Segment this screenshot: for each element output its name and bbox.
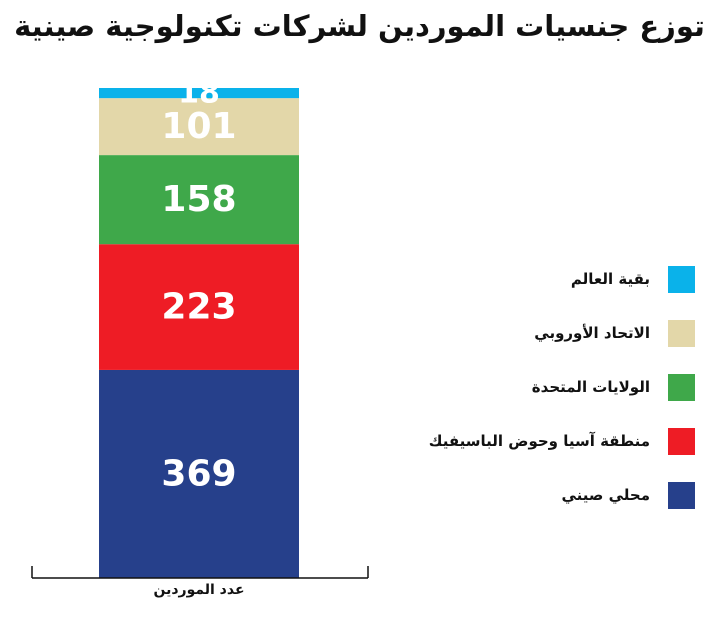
bar-segments bbox=[99, 88, 299, 578]
legend-swatch bbox=[668, 482, 695, 509]
legend-label: منطقة آسيا وحوض الباسيفيك bbox=[428, 432, 650, 450]
legend-label: بقية العالم bbox=[570, 270, 650, 288]
legend-swatch bbox=[668, 374, 695, 401]
data-label: 101 bbox=[161, 106, 236, 147]
data-label: 158 bbox=[161, 179, 236, 220]
x-axis bbox=[31, 566, 369, 579]
legend-item: محلي صيني bbox=[400, 482, 695, 536]
chart-title: توزع جنسيات الموردين لشركات تكنولوجية صي… bbox=[14, 9, 705, 43]
legend-label: محلي صيني bbox=[561, 486, 650, 504]
legend-label: الاتحاد الأوروبي bbox=[534, 324, 650, 342]
legend: بقية العالم الاتحاد الأوروبي الولايات ال… bbox=[400, 266, 695, 536]
bar-segment bbox=[99, 369, 299, 578]
legend-item: منطقة آسيا وحوض الباسيفيك bbox=[400, 428, 695, 482]
legend-item: بقية العالم bbox=[400, 266, 695, 320]
x-axis-label: عدد الموردين bbox=[153, 582, 245, 598]
bar-segment bbox=[99, 244, 299, 370]
data-label: 369 bbox=[161, 453, 236, 494]
bar-segment bbox=[99, 88, 299, 99]
data-label: 18 bbox=[178, 76, 220, 111]
legend-swatch bbox=[668, 428, 695, 455]
data-label: 223 bbox=[161, 287, 236, 328]
legend-swatch bbox=[668, 266, 695, 293]
legend-item: الولايات المتحدة bbox=[400, 374, 695, 428]
legend-item: الاتحاد الأوروبي bbox=[400, 320, 695, 374]
bar-segment bbox=[99, 155, 299, 245]
legend-swatch bbox=[668, 320, 695, 347]
legend-label: الولايات المتحدة bbox=[531, 378, 650, 396]
bar-segment bbox=[99, 98, 299, 156]
